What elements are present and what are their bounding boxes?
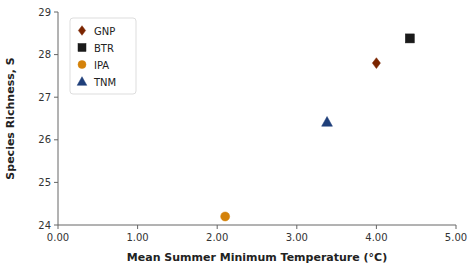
x-tick	[58, 225, 59, 229]
legend-label: BTR	[94, 43, 114, 54]
x-tick	[137, 225, 138, 229]
point	[372, 58, 380, 69]
x-tick-label: 5.00	[445, 232, 467, 243]
legend-marker	[78, 44, 86, 52]
legend-label: GNP	[94, 26, 115, 37]
y-axis-label: Species Richness, S	[4, 57, 17, 179]
legend-label: TNM	[93, 77, 116, 88]
point	[405, 34, 414, 43]
y-tick-label: 26	[38, 134, 51, 145]
legend-label: IPA	[94, 60, 109, 71]
x-tick	[456, 225, 457, 229]
x-tick-label: 2.00	[206, 232, 228, 243]
chart-svg: 0.00 1.00 2.00 3.00 4.00 5.00 24 25 26 27 28 29 Mean…	[0, 0, 474, 269]
y-tick-label: 24	[38, 220, 51, 231]
y-tick	[54, 12, 58, 13]
x-tick	[296, 225, 297, 229]
x-tick-label: 0.00	[47, 232, 69, 243]
y-tick	[54, 97, 58, 98]
legend-box	[70, 18, 136, 94]
legend-marker	[77, 77, 87, 86]
y-tick-label: 29	[38, 7, 51, 18]
point	[221, 212, 230, 221]
y-tick	[54, 54, 58, 55]
legend: GNP BTR IPA TNM	[70, 18, 136, 94]
legend-marker	[78, 26, 85, 36]
y-tick	[54, 182, 58, 183]
x-tick	[376, 225, 377, 229]
y-tick-label: 28	[38, 49, 51, 60]
y-tick	[54, 225, 58, 226]
y-tick-label: 27	[38, 92, 51, 103]
y-tick-label: 25	[38, 177, 51, 188]
x-tick-label: 3.00	[286, 232, 308, 243]
x-tick-label: 4.00	[365, 232, 387, 243]
points	[221, 34, 415, 221]
legend-marker	[78, 61, 86, 69]
y-axis-line	[58, 12, 59, 225]
x-tick-label: 1.00	[126, 232, 148, 243]
x-axis-line	[58, 225, 456, 226]
x-tick	[217, 225, 218, 229]
point	[322, 117, 333, 127]
y-tick	[54, 139, 58, 140]
x-axis-label: Mean Summer Minimum Temperature (°C)	[127, 251, 387, 264]
